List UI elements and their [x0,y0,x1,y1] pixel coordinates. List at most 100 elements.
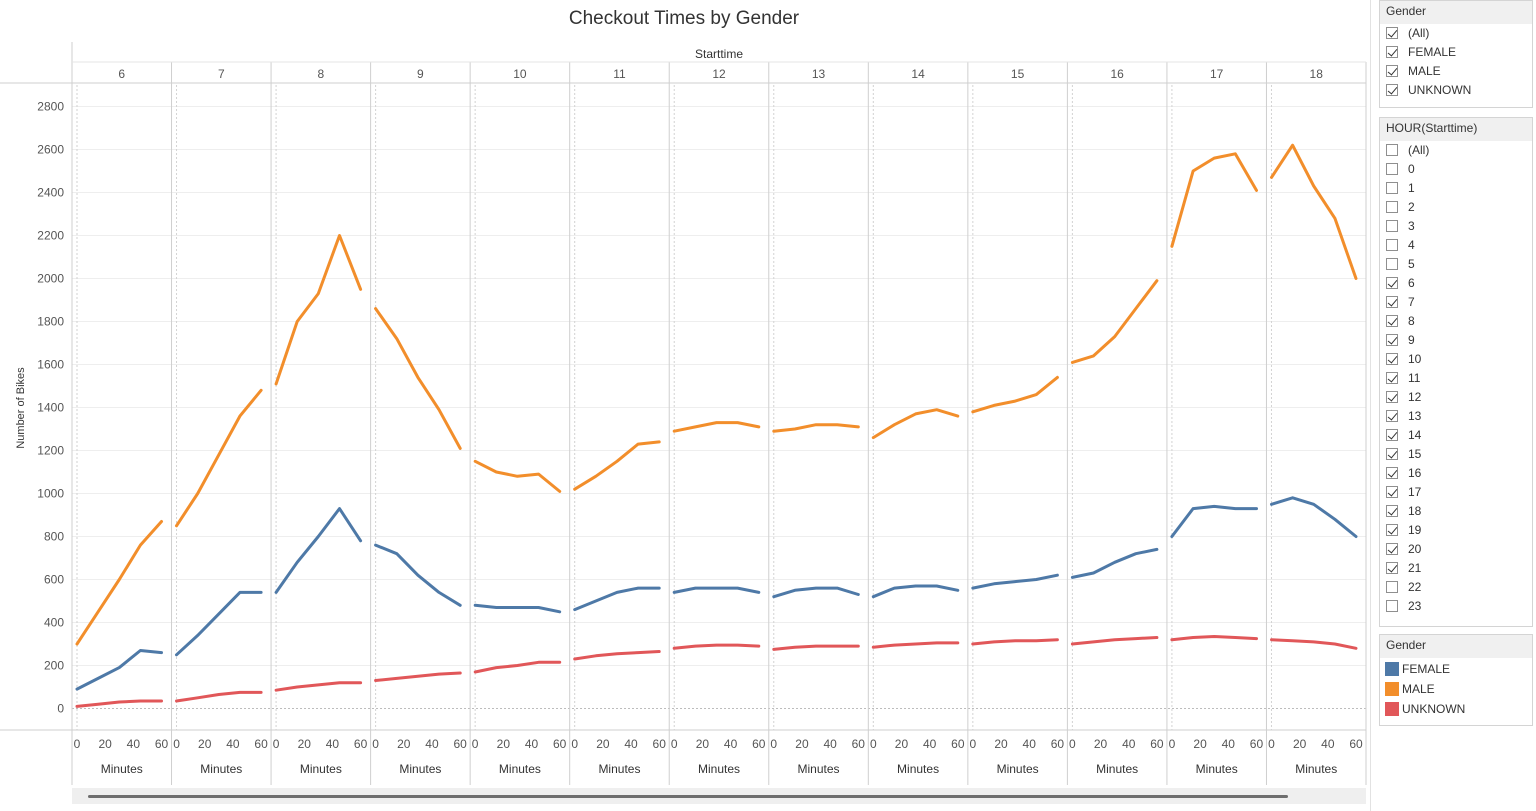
legend-swatch [1385,682,1399,696]
hour-filter-option[interactable]: 2 [1380,198,1532,217]
hour-filter-option-label: 10 [1408,352,1422,366]
horizontal-scrollbar[interactable] [72,788,1366,804]
series-line-unknown [75,699,163,708]
x-tick-label: 0 [970,737,977,751]
checkbox-icon[interactable] [1386,277,1398,289]
checkbox-icon[interactable] [1386,543,1398,555]
hour-filter-option-label: 12 [1408,390,1422,404]
y-axis-label: Number of Bikes [15,367,27,449]
hour-filter-option[interactable]: 15 [1380,445,1532,464]
hour-filter-option-label: 7 [1408,295,1415,309]
hour-filter-option[interactable]: 23 [1380,597,1532,616]
hour-filter-option[interactable]: 22 [1380,578,1532,597]
checkbox-icon[interactable] [1386,201,1398,213]
gender-filter-option[interactable]: MALE [1380,62,1532,81]
hour-filter-option[interactable]: 9 [1380,331,1532,350]
hour-filter-option-label: 14 [1408,428,1422,442]
series-line-unknown [573,650,661,661]
legend-item[interactable]: FEMALE [1380,659,1532,679]
checkbox-icon[interactable] [1386,296,1398,308]
hour-filter-option[interactable]: 3 [1380,217,1532,236]
y-tick-label: 1600 [37,358,64,372]
x-tick-label: 60 [155,737,169,751]
checkbox-icon[interactable] [1386,600,1398,612]
checkbox-icon[interactable] [1386,163,1398,175]
hour-filter-option[interactable]: 7 [1380,293,1532,312]
checkbox-icon[interactable] [1386,84,1398,96]
checkbox-icon[interactable] [1386,353,1398,365]
hour-filter-option-label: 0 [1408,162,1415,176]
series-line-unknown [772,644,860,651]
hour-filter-option[interactable]: 11 [1380,369,1532,388]
checkbox-icon[interactable] [1386,239,1398,251]
hour-filter-option[interactable]: 19 [1380,521,1532,540]
legend-label: MALE [1402,682,1435,696]
hour-filter-option[interactable]: 13 [1380,407,1532,426]
column-header-title: Starttime [695,47,743,61]
checkbox-icon[interactable] [1386,258,1398,270]
x-axis-label: Minutes [499,762,541,776]
checkbox-icon[interactable] [1386,505,1398,517]
x-tick-label: 60 [453,737,467,751]
hour-filter-option[interactable]: 18 [1380,502,1532,521]
gender-filter-option[interactable]: FEMALE [1380,43,1532,62]
checkbox-icon[interactable] [1386,391,1398,403]
hour-filter-option-label: 4 [1408,238,1415,252]
checkbox-icon[interactable] [1386,182,1398,194]
x-tick-label: 40 [127,737,141,751]
hour-filter-option[interactable]: 10 [1380,350,1532,369]
checkbox-icon[interactable] [1386,562,1398,574]
hour-filter-option[interactable]: 5 [1380,255,1532,274]
hour-filter-option[interactable]: 21 [1380,559,1532,578]
checkbox-icon[interactable] [1386,429,1398,441]
y-tick-label: 200 [44,659,64,673]
checkbox-icon[interactable] [1386,220,1398,232]
hour-filter-option[interactable]: 6 [1380,274,1532,293]
x-tick-label: 0 [1268,737,1275,751]
x-tick-label: 40 [923,737,937,751]
checkbox-icon[interactable] [1386,334,1398,346]
gender-filter-option[interactable]: UNKNOWN [1380,81,1532,100]
checkbox-icon[interactable] [1386,467,1398,479]
legend-item[interactable]: MALE [1380,679,1532,699]
checkbox-icon[interactable] [1386,144,1398,156]
x-axis-label: Minutes [798,762,840,776]
checkbox-icon[interactable] [1386,524,1398,536]
hour-filter-option[interactable]: 20 [1380,540,1532,559]
gender-filter-option-label: (All) [1408,26,1430,40]
checkbox-icon[interactable] [1386,27,1398,39]
checkbox-icon[interactable] [1386,372,1398,384]
legend-item[interactable]: UNKNOWN [1380,699,1532,719]
hour-filter-option[interactable]: 4 [1380,236,1532,255]
hour-filter-option-label: 13 [1408,409,1422,423]
hour-filter-option[interactable]: 14 [1380,426,1532,445]
x-axis-label: Minutes [897,762,939,776]
checkbox-icon[interactable] [1386,410,1398,422]
hour-filter-option-label: 5 [1408,257,1415,271]
x-tick-label: 40 [226,737,240,751]
hour-filter-option[interactable]: 0 [1380,160,1532,179]
series-line-male [473,459,562,493]
hour-filter-option[interactable]: 17 [1380,483,1532,502]
y-tick-label: 0 [57,702,64,716]
checkbox-icon[interactable] [1386,581,1398,593]
chart-area[interactable]: Starttime0200400600800100012001400160018… [0,0,1368,811]
hour-filter-option[interactable]: 12 [1380,388,1532,407]
x-tick-label: 0 [870,737,877,751]
hour-filter-option[interactable]: 1 [1380,179,1532,198]
gender-filter-option[interactable]: (All) [1380,24,1532,43]
series-line-female [1170,504,1258,538]
x-tick-label: 0 [770,737,777,751]
panel-header-label: 14 [911,67,925,81]
hour-filter-option[interactable]: (All) [1380,141,1532,160]
checkbox-icon[interactable] [1386,486,1398,498]
series-line-female [1070,547,1159,579]
checkbox-icon[interactable] [1386,448,1398,460]
checkbox-icon[interactable] [1386,46,1398,58]
hour-filter-option[interactable]: 8 [1380,312,1532,331]
scrollbar-thumb[interactable] [88,795,1288,798]
hour-filter-option[interactable]: 16 [1380,464,1532,483]
checkbox-icon[interactable] [1386,65,1398,77]
checkbox-icon[interactable] [1386,315,1398,327]
series-line-male [274,234,363,386]
